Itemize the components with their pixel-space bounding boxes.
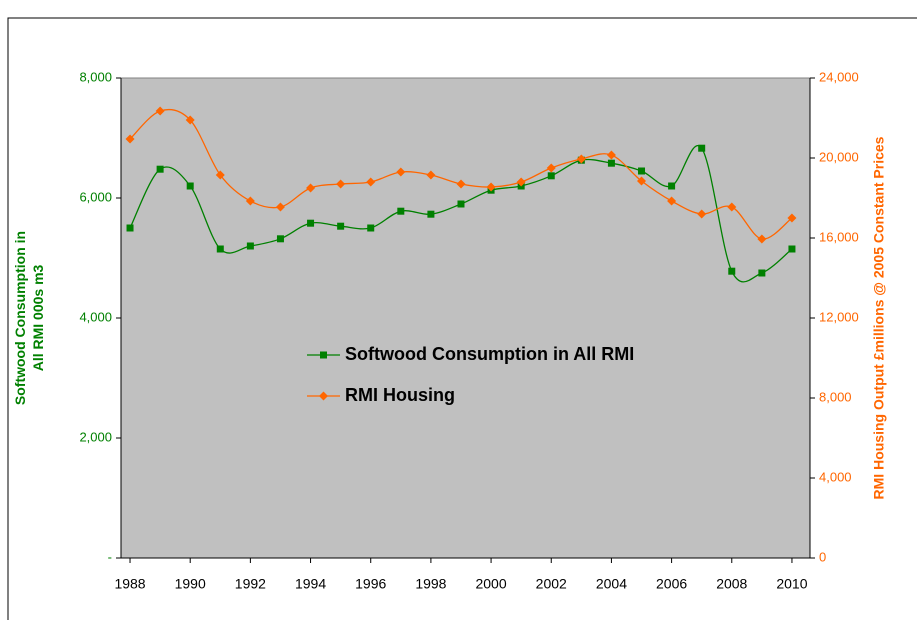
data-point bbox=[758, 269, 766, 277]
data-point bbox=[638, 167, 646, 175]
data-point bbox=[547, 172, 555, 180]
y2-tick-label: 8,000 bbox=[819, 389, 852, 404]
data-point bbox=[456, 179, 466, 189]
data-point bbox=[757, 234, 767, 244]
y2-tick-label: 4,000 bbox=[819, 469, 852, 484]
y-tick-label: 4,000 bbox=[79, 309, 112, 324]
y-axis-title-line: Softwood Consumption in bbox=[12, 231, 28, 405]
x-tick-label: 1994 bbox=[295, 576, 326, 592]
x-tick-label: 2010 bbox=[776, 576, 807, 592]
data-point bbox=[787, 213, 797, 223]
data-point bbox=[698, 144, 706, 152]
data-point bbox=[245, 196, 255, 206]
data-point bbox=[126, 224, 134, 232]
data-point bbox=[216, 245, 224, 253]
data-point bbox=[606, 150, 616, 160]
x-tick-label: 2000 bbox=[475, 576, 506, 592]
y2-tick-label: 20,000 bbox=[819, 149, 859, 164]
x-tick-label: 1998 bbox=[415, 576, 446, 592]
y-axis-title-line: All RMI 000s m3 bbox=[30, 264, 46, 371]
y-axis-title: Softwood Consumption in All RMI 000s m3 bbox=[12, 231, 46, 405]
y2-tick-label: 0 bbox=[819, 549, 826, 564]
data-point bbox=[728, 267, 736, 275]
x-tick-label: 1992 bbox=[235, 576, 266, 592]
data-point bbox=[336, 179, 346, 189]
y-tick-label: - bbox=[108, 549, 112, 564]
data-point bbox=[457, 200, 465, 208]
y2-tick-label: 24,000 bbox=[819, 69, 859, 84]
data-point bbox=[186, 182, 194, 190]
data-point bbox=[397, 207, 405, 215]
data-point bbox=[276, 235, 284, 243]
y-tick-label: 6,000 bbox=[79, 189, 112, 204]
data-point bbox=[607, 159, 615, 167]
data-point bbox=[366, 177, 376, 187]
x-tick-label: 2006 bbox=[656, 576, 687, 592]
y-tick-label: 8,000 bbox=[79, 69, 112, 84]
x-tick-label: 1990 bbox=[175, 576, 206, 592]
data-point bbox=[668, 182, 676, 190]
data-point bbox=[426, 170, 436, 180]
data-point bbox=[156, 165, 164, 173]
x-tick-label: 2002 bbox=[536, 576, 567, 592]
data-point bbox=[125, 134, 135, 144]
data-point bbox=[516, 177, 526, 187]
data-point bbox=[486, 182, 496, 192]
data-point bbox=[667, 196, 677, 206]
data-point bbox=[246, 242, 254, 250]
data-point bbox=[367, 224, 375, 232]
data-point bbox=[546, 163, 556, 173]
y2-tick-label: 16,000 bbox=[819, 229, 859, 244]
legend-marker bbox=[319, 391, 328, 401]
x-tick-label: 2004 bbox=[596, 576, 627, 592]
legend-label: RMI Housing bbox=[345, 385, 455, 405]
data-point bbox=[637, 176, 647, 186]
data-point bbox=[427, 210, 435, 218]
data-point bbox=[788, 245, 796, 253]
legend-marker bbox=[320, 351, 327, 359]
y-tick-label: 2,000 bbox=[79, 429, 112, 444]
data-point bbox=[337, 222, 345, 230]
chart-frame bbox=[7, 17, 917, 620]
data-point bbox=[697, 209, 707, 219]
plot-area bbox=[120, 77, 811, 559]
data-point bbox=[275, 202, 285, 212]
legend-label: Softwood Consumption in All RMI bbox=[345, 344, 634, 364]
data-point bbox=[155, 106, 165, 116]
data-point bbox=[185, 115, 195, 125]
data-point bbox=[307, 219, 315, 227]
data-point bbox=[215, 170, 225, 180]
data-point bbox=[727, 202, 737, 212]
y2-tick-label: 12,000 bbox=[819, 309, 859, 324]
data-point bbox=[396, 167, 406, 177]
y2-axis-title: RMI Housing Output £millions @ 2005 Cons… bbox=[871, 136, 887, 499]
x-tick-label: 1996 bbox=[355, 576, 386, 592]
x-tick-label: 1988 bbox=[114, 576, 145, 592]
data-point bbox=[306, 183, 316, 193]
x-tick-label: 2008 bbox=[716, 576, 747, 592]
data-point bbox=[576, 154, 586, 164]
